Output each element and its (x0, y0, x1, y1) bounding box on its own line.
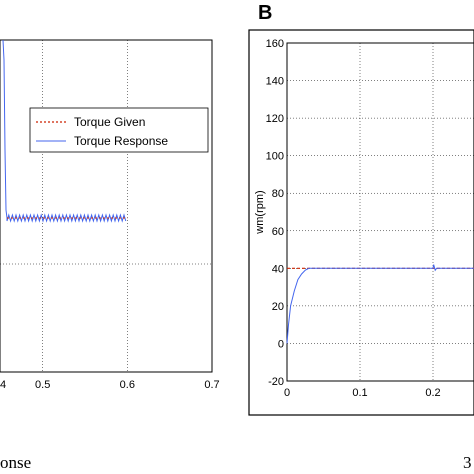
panel-b-y-tick-label: -20 (268, 376, 284, 388)
panel-b-x-tick-label: 0.2 (425, 387, 440, 399)
panel-a-x-tick-label: 4 (0, 379, 6, 391)
panel-a-grid (0, 40, 212, 372)
panel-b-x-tick-labels: 0 0.1 0.2 (284, 387, 441, 399)
panel-a-series-lines (2, 39, 128, 223)
panel-b-letter: B (258, 2, 272, 24)
legend-label-torque-given: Torque Given (74, 115, 145, 129)
panel-a-legend: Torque Given Torque Response (29, 107, 209, 153)
panel-b-y-tick-label: 60 (272, 226, 284, 238)
panel-b-x-tick-label: 0 (284, 387, 290, 399)
panel-b-y-tick-label: 120 (266, 113, 284, 125)
panel-b-y-tick-labels: -20 0 20 40 60 80 100 120 140 160 (266, 38, 284, 388)
panel-b-y-tick-label: 80 (272, 188, 284, 200)
panel-b-border (248, 29, 474, 416)
panel-b-grid (287, 43, 474, 381)
legend-box (29, 107, 209, 153)
torque-response-line (6, 213, 127, 223)
panel-b-y-tick-label: 0 (278, 338, 284, 350)
legend-label-torque-response: Torque Response (74, 134, 168, 148)
panel-b-y-tick-label: 140 (266, 76, 284, 88)
panel-b-y-tick-label: 20 (272, 301, 284, 313)
panel-b-y-tick-label: 160 (266, 38, 284, 50)
panel-a-x-tick-labels: 4 0.5 0.6 0.7 (0, 379, 220, 391)
panel-b-y-tick-label: 100 (266, 151, 284, 163)
panel-a-plot-frame (0, 39, 213, 373)
caption-right-fragment: 3 (463, 453, 472, 472)
panel-a-x-tick-label: 0.6 (120, 379, 135, 391)
panel-b-y-tick-label: 40 (272, 263, 284, 275)
panel-b-series-lines (286, 264, 474, 344)
caption-left-fragment: onse (0, 453, 31, 472)
torque-response-transient (2, 39, 8, 219)
speed-response-line (286, 264, 474, 344)
panel-a-x-tick-label: 0.5 (35, 379, 50, 391)
panel-b-x-tick-label: 0.1 (352, 387, 367, 399)
panel-a-x-tick-label: 0.7 (204, 379, 219, 391)
panel-b-plot-frame (286, 42, 474, 382)
panel-b-y-axis-label: wm(rpm) (254, 190, 266, 234)
